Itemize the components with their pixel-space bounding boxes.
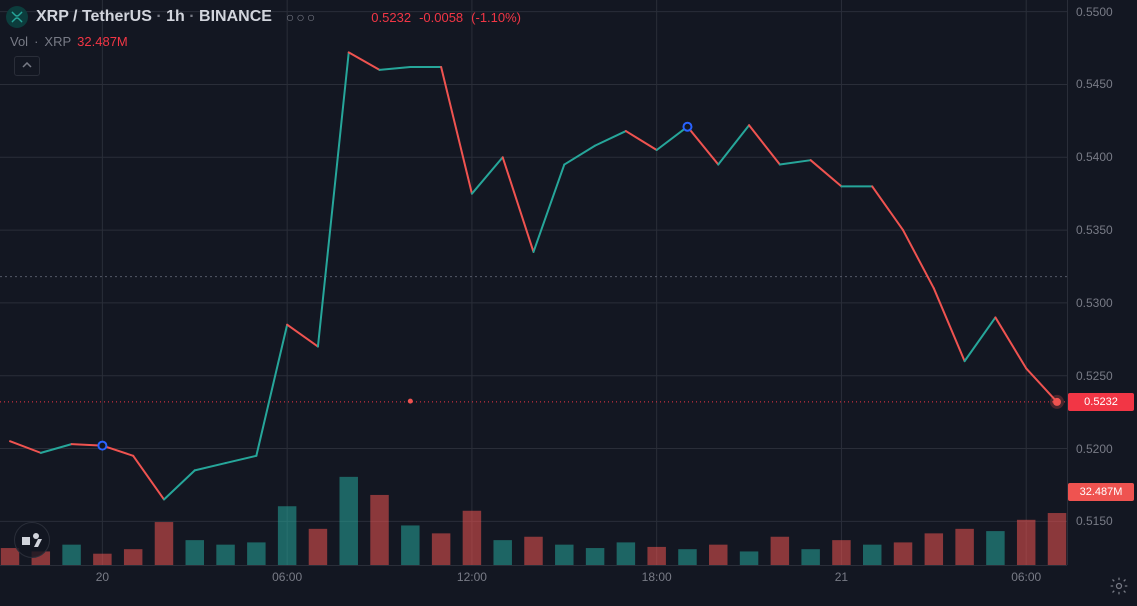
x-axis-label: 21: [835, 570, 848, 584]
chart-area[interactable]: [0, 0, 1067, 565]
y-axis-label: 0.5500: [1076, 5, 1113, 19]
more-button[interactable]: ○○○: [280, 7, 323, 27]
x-axis-label: 18:00: [642, 570, 672, 584]
volume-row: Vol · XRP 32.487M: [10, 34, 128, 49]
symbol-title[interactable]: XRP / TetherUS · 1h · BINANCE: [36, 8, 272, 26]
vol-value: 32.487M: [77, 34, 128, 49]
y-axis-label: 0.5200: [1076, 442, 1113, 456]
x-axis-label: 06:00: [272, 570, 302, 584]
collapse-button[interactable]: [14, 56, 40, 76]
settings-icon[interactable]: [1109, 576, 1129, 596]
symbol-icon: [6, 6, 28, 28]
x-axis-label: 20: [96, 570, 109, 584]
x-axis[interactable]: 20 06:00 12:00 18:00 21 06:00: [0, 565, 1067, 606]
price-info: 0.5232 -0.0058 (-1.10%): [371, 10, 521, 25]
chart-header: XRP / TetherUS · 1h · BINANCE ○○○ 0.5232…: [6, 6, 521, 28]
last-price: 0.5232: [371, 10, 411, 25]
tradingview-logo[interactable]: [14, 522, 50, 558]
y-axis-label: 0.5150: [1076, 514, 1113, 528]
y-axis-label: 0.5400: [1076, 150, 1113, 164]
vol-label: Vol: [10, 34, 28, 49]
y-axis[interactable]: 0.5150 0.5200 0.5250 0.5300 0.5350 0.5400 0.54…: [1067, 0, 1137, 565]
y-axis-label: 0.5300: [1076, 296, 1113, 310]
y-axis-label: 0.5250: [1076, 369, 1113, 383]
x-axis-label: 06:00: [1011, 570, 1041, 584]
volume-badge: 32.487M: [1068, 483, 1134, 501]
vol-asset: XRP: [44, 34, 71, 49]
y-axis-label: 0.5350: [1076, 223, 1113, 237]
current-price-badge: 0.5232: [1068, 393, 1134, 411]
price-change-pct: (-1.10%): [471, 10, 521, 25]
price-change-abs: -0.0058: [419, 10, 463, 25]
y-axis-label: 0.5450: [1076, 77, 1113, 91]
x-axis-label: 12:00: [457, 570, 487, 584]
